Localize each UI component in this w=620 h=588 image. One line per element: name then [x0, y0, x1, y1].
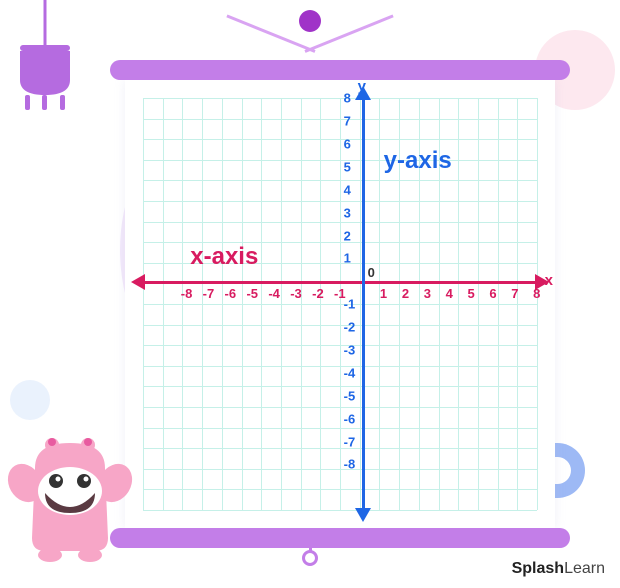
x-tick-label: 1 [380, 286, 387, 301]
x-axis-line [143, 281, 537, 284]
y-tick-label: 7 [344, 114, 351, 129]
x-axis-arrow-left [131, 274, 145, 290]
y-tick-label: 4 [344, 182, 351, 197]
y-tick-label: 8 [344, 91, 351, 106]
screen-top-bar [110, 60, 570, 80]
x-tick-label: 5 [467, 286, 474, 301]
lamp-decoration [0, 0, 90, 135]
brand-light: Learn [564, 560, 605, 577]
x-tick-label: -2 [312, 286, 324, 301]
x-tick-label: 2 [402, 286, 409, 301]
origin-label: 0 [368, 265, 375, 280]
y-axis-line [362, 98, 365, 510]
coordinate-grid: -8-7-6-5-4-3-2-11234567812345678-1-2-3-4… [143, 98, 537, 510]
y-tick-label: -5 [344, 388, 356, 403]
x-tick-label: 4 [446, 286, 453, 301]
y-axis-arrow-down [355, 508, 371, 522]
y-tick-label: 3 [344, 205, 351, 220]
background-blob [10, 380, 50, 420]
y-tick-label: -3 [344, 343, 356, 358]
screen-hanger [220, 10, 400, 32]
x-tick-label: -4 [268, 286, 280, 301]
x-tick-label: -7 [203, 286, 215, 301]
y-tick-label: 5 [344, 159, 351, 174]
y-tick-label: -2 [344, 320, 356, 335]
y-axis-arrow-up [355, 86, 371, 100]
x-tick-label: -6 [225, 286, 237, 301]
y-axis-title: y-axis [384, 147, 452, 175]
screen-bottom-bar [110, 528, 570, 548]
x-tick-label: -5 [246, 286, 258, 301]
x-tick-label: 6 [489, 286, 496, 301]
y-tick-label: -6 [344, 411, 356, 426]
brand-logo: SplashLearn [512, 560, 605, 578]
chart-canvas: -8-7-6-5-4-3-2-11234567812345678-1-2-3-4… [125, 80, 555, 528]
screen-pull-cord [302, 534, 318, 566]
x-tick-label: -8 [181, 286, 193, 301]
x-tick-label: -3 [290, 286, 302, 301]
x-tick-label: 7 [511, 286, 518, 301]
x-tick-label: 3 [424, 286, 431, 301]
y-tick-label: -1 [344, 297, 356, 312]
y-tick-label: 2 [344, 228, 351, 243]
mascot-character [0, 423, 140, 568]
y-tick-label: -4 [344, 365, 356, 380]
y-tick-label: 6 [344, 137, 351, 152]
x-axis-title: x-axis [190, 243, 258, 271]
x-axis-arrow-right [535, 274, 549, 290]
brand-bold: Splash [512, 560, 564, 577]
grid-lines [143, 98, 537, 510]
y-tick-label: -7 [344, 434, 356, 449]
y-tick-label: 1 [344, 251, 351, 266]
y-tick-label: -8 [344, 457, 356, 472]
